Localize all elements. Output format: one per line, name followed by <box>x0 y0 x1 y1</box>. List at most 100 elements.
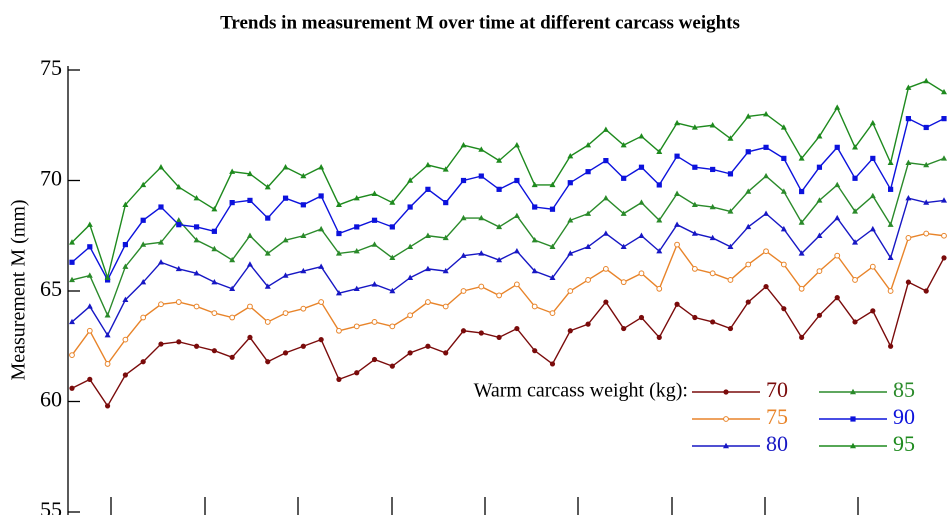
point <box>389 363 395 369</box>
point <box>869 119 876 126</box>
point <box>816 133 823 139</box>
point <box>621 175 627 181</box>
legend-label: 80 <box>766 431 788 456</box>
point <box>460 288 467 294</box>
point <box>691 201 698 208</box>
point <box>122 263 129 269</box>
point <box>816 312 823 318</box>
point <box>140 314 147 321</box>
point <box>780 188 787 194</box>
point <box>442 166 449 172</box>
point <box>798 250 805 256</box>
point <box>87 244 93 250</box>
chart-title: Trends in measurement M over time at dif… <box>220 12 740 33</box>
point <box>157 259 164 265</box>
point <box>193 270 200 276</box>
point <box>674 221 681 227</box>
point <box>763 210 770 216</box>
point <box>923 77 930 84</box>
point <box>478 283 485 290</box>
series-line <box>71 257 945 408</box>
point <box>193 343 200 349</box>
point <box>905 159 912 166</box>
point <box>887 221 894 227</box>
point <box>176 339 182 345</box>
point <box>532 348 538 354</box>
point <box>389 323 396 330</box>
point <box>282 350 289 356</box>
point <box>353 248 360 254</box>
point <box>905 235 912 241</box>
point <box>282 236 289 243</box>
point <box>638 164 645 170</box>
point <box>780 225 787 232</box>
point <box>887 159 894 166</box>
point <box>727 243 734 249</box>
point <box>799 188 805 195</box>
point <box>834 295 840 301</box>
point <box>300 172 307 179</box>
point <box>300 232 307 238</box>
point <box>140 278 147 285</box>
point <box>389 224 395 230</box>
y-tick-label: 75 <box>40 55 62 80</box>
point <box>354 224 360 230</box>
point <box>567 180 573 186</box>
x-ticks <box>110 497 859 515</box>
point <box>407 274 414 280</box>
point <box>763 111 770 117</box>
point <box>318 193 324 199</box>
point <box>763 283 769 290</box>
point <box>247 197 253 203</box>
point <box>727 208 734 214</box>
point <box>425 299 431 305</box>
y-tick-label: 55 <box>40 497 62 515</box>
point <box>745 149 751 155</box>
point <box>567 328 573 334</box>
point <box>745 223 752 230</box>
point <box>371 241 378 247</box>
point <box>69 318 75 325</box>
point <box>602 194 609 201</box>
point <box>585 321 591 327</box>
point <box>460 328 467 334</box>
point <box>496 223 503 230</box>
point <box>567 288 574 294</box>
point <box>140 181 147 188</box>
point <box>264 319 271 325</box>
point <box>157 239 164 245</box>
point <box>549 274 556 280</box>
point <box>656 217 663 223</box>
point <box>300 267 307 274</box>
point <box>318 164 325 170</box>
point <box>745 188 752 194</box>
point <box>407 177 414 183</box>
point <box>69 385 75 391</box>
point <box>852 208 859 214</box>
point <box>460 252 467 258</box>
point <box>514 325 520 332</box>
point <box>300 305 307 312</box>
legend-label: 70 <box>766 377 788 402</box>
legend-title: Warm carcass weight (kg): <box>474 380 688 402</box>
point <box>86 303 93 309</box>
point <box>442 234 449 241</box>
point <box>282 272 289 278</box>
point <box>282 195 289 201</box>
point <box>442 267 449 274</box>
point <box>905 279 912 285</box>
point <box>478 330 484 336</box>
point <box>389 254 396 261</box>
point <box>87 376 93 382</box>
point <box>318 263 325 269</box>
point <box>122 241 128 248</box>
series-line <box>71 197 945 337</box>
point <box>585 141 592 148</box>
point <box>656 285 663 292</box>
legend-label: 85 <box>893 377 915 402</box>
point <box>923 230 930 237</box>
point <box>852 319 858 325</box>
point <box>567 152 574 159</box>
point <box>870 308 876 314</box>
point <box>549 206 556 212</box>
